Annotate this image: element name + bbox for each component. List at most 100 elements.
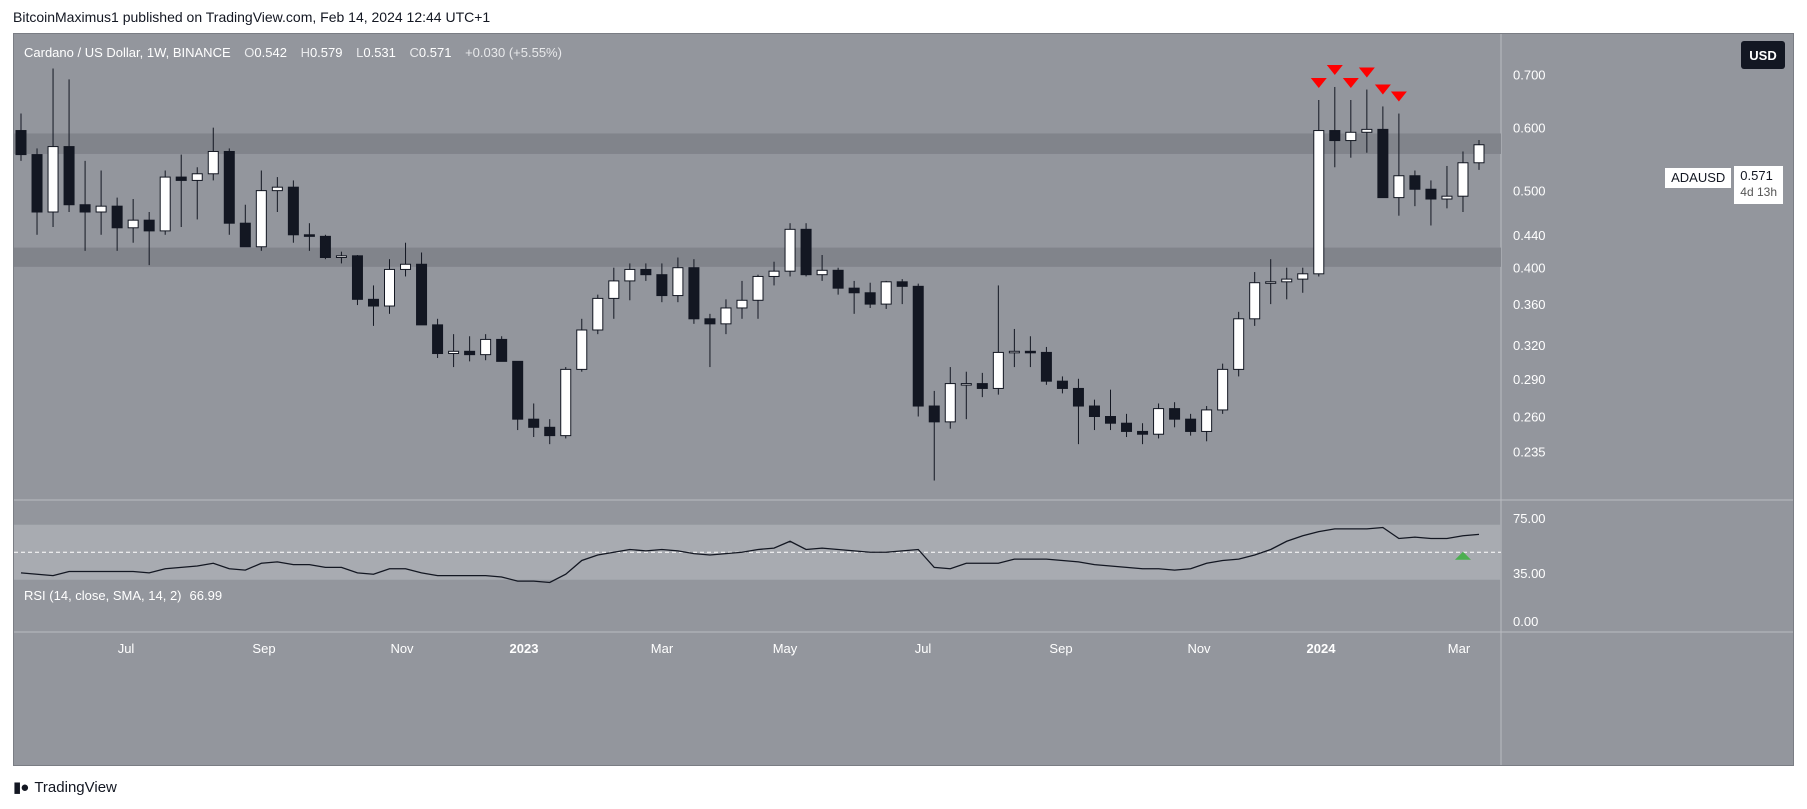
- candle: [976, 372, 988, 398]
- candle-body-down: [1425, 188, 1437, 200]
- symbol-legend: Cardano / US Dollar, 1W, BINANCE O0.542 …: [24, 45, 562, 60]
- rsi-tick-label: 75.00: [1513, 511, 1546, 526]
- candle: [448, 334, 460, 368]
- tv-logo-icon: ▮●: [13, 779, 29, 796]
- candle: [688, 259, 700, 324]
- candle: [896, 279, 908, 305]
- candle-body-down: [63, 146, 75, 206]
- footer-brand[interactable]: ▮● TradingView: [13, 778, 117, 797]
- candle-body-down: [367, 298, 379, 307]
- open-label: O: [244, 45, 255, 60]
- candle: [1265, 259, 1277, 305]
- candle-body-up: [1281, 278, 1293, 283]
- candle: [1457, 151, 1469, 213]
- candle-body-down: [496, 338, 508, 362]
- candle: [704, 313, 716, 368]
- brand-name: TradingView: [34, 778, 117, 796]
- candle: [191, 167, 203, 220]
- candle-body-up: [1473, 144, 1485, 164]
- symbol-name[interactable]: Cardano / US Dollar, 1W, BINANCE: [24, 45, 231, 60]
- chart-background: [14, 34, 1793, 765]
- price-tick-label: 0.235: [1513, 444, 1546, 459]
- publish-header: BitcoinMaximus1 published on TradingView…: [13, 9, 490, 25]
- candle: [720, 299, 732, 335]
- candle: [1441, 165, 1453, 209]
- close-value: 0.571: [418, 45, 452, 60]
- red-down-marker-icon: [1326, 64, 1343, 75]
- candle-body-up: [191, 173, 203, 181]
- candle: [880, 280, 892, 309]
- candle-body-up: [576, 329, 588, 370]
- last-price-tag: ADAUSD 0.571 4d 13h: [1665, 166, 1783, 204]
- candle: [1121, 413, 1133, 438]
- candle-body-up: [1153, 408, 1165, 435]
- candle-body-down: [1185, 418, 1197, 432]
- candle-body-up: [784, 228, 796, 272]
- candle: [944, 367, 956, 429]
- candle: [1473, 139, 1485, 170]
- candle: [1425, 180, 1437, 226]
- candle: [1377, 106, 1389, 199]
- candle-body-down: [1409, 175, 1421, 190]
- candle: [351, 254, 363, 306]
- candle: [63, 79, 75, 213]
- candle: [592, 294, 604, 335]
- chart-canvas[interactable]: 0.700 0.600 0.500 0.440 0.400 0.360 0.320 0.290…: [14, 34, 1794, 766]
- candle-body-down: [432, 324, 444, 355]
- candle-body-up: [624, 268, 636, 282]
- candle: [912, 283, 924, 417]
- candle-body-up: [672, 267, 684, 297]
- candle: [175, 154, 187, 228]
- candle: [992, 285, 1004, 395]
- candle-body-down: [688, 267, 700, 320]
- price-tick-label: 0.500: [1513, 184, 1546, 199]
- last-price: 0.571: [1740, 168, 1773, 183]
- candle: [1040, 346, 1052, 385]
- time-tick-label: 2024: [1307, 641, 1337, 656]
- candle-body-down: [175, 176, 187, 181]
- resistance-zone-2: [14, 247, 1501, 267]
- candle: [768, 261, 780, 286]
- time-tick-label: 2023: [510, 641, 539, 656]
- rsi-title[interactable]: RSI (14, close, SMA, 14, 2): [24, 588, 182, 603]
- candle: [1008, 328, 1020, 368]
- candle-body-down: [832, 269, 844, 289]
- candle: [1281, 267, 1293, 300]
- candle-body-down: [31, 154, 43, 213]
- candle: [1217, 363, 1229, 414]
- candle-body-up: [1201, 409, 1213, 432]
- candle-body-up: [448, 350, 460, 355]
- candle-body-down: [640, 268, 652, 276]
- candle: [416, 252, 428, 326]
- candle-body-up: [1457, 162, 1469, 197]
- candle-body-up: [1217, 368, 1229, 411]
- candle: [528, 403, 540, 438]
- author-name[interactable]: BitcoinMaximus1: [13, 9, 119, 25]
- low-value: 0.531: [363, 45, 396, 60]
- candle: [367, 285, 379, 326]
- currency-button[interactable]: USD: [1741, 41, 1785, 69]
- candle-body-down: [287, 186, 299, 236]
- candle: [1185, 413, 1197, 436]
- candle-body-up: [1008, 350, 1020, 354]
- time-tick-label: Sep: [1049, 641, 1072, 656]
- candle: [1056, 376, 1068, 394]
- candle: [1361, 89, 1373, 153]
- rsi-legend: RSI (14, close, SMA, 14, 2) 66.99: [24, 588, 222, 603]
- candle-body-down: [1040, 351, 1052, 382]
- high-label: H: [300, 45, 310, 60]
- candle-body-up: [1361, 128, 1373, 133]
- candle-body-down: [1072, 387, 1084, 407]
- candle: [1169, 402, 1181, 428]
- resistance-zone-1: [14, 133, 1501, 154]
- candle: [400, 242, 412, 277]
- candle-body-up: [127, 219, 139, 229]
- rsi-line: [20, 526, 1480, 584]
- candle-body-down: [1377, 128, 1389, 199]
- candle: [47, 68, 59, 228]
- price-tick-label: 0.260: [1513, 410, 1546, 425]
- chart-area[interactable]: 0.700 0.600 0.500 0.440 0.400 0.360 0.320 0.290…: [13, 33, 1794, 766]
- candle-body-down: [1329, 130, 1341, 142]
- candle-body-up: [1233, 318, 1245, 370]
- candle: [335, 251, 347, 264]
